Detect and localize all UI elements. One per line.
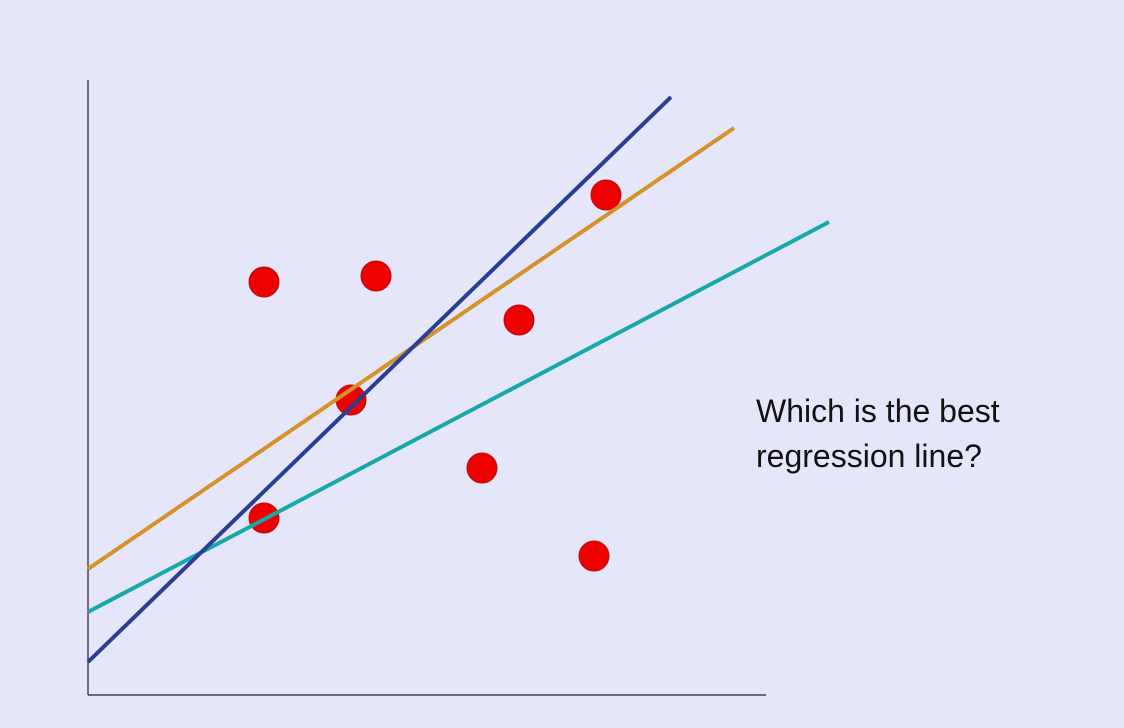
point [578,540,610,572]
point [590,179,622,211]
point [360,260,392,292]
point [466,452,498,484]
caption-line: regression line? [756,438,982,474]
point [248,266,280,298]
regression-line-blue [86,95,673,664]
regression-line-teal [87,220,830,614]
caption-line: Which is the best [756,393,1000,429]
point [503,304,535,336]
